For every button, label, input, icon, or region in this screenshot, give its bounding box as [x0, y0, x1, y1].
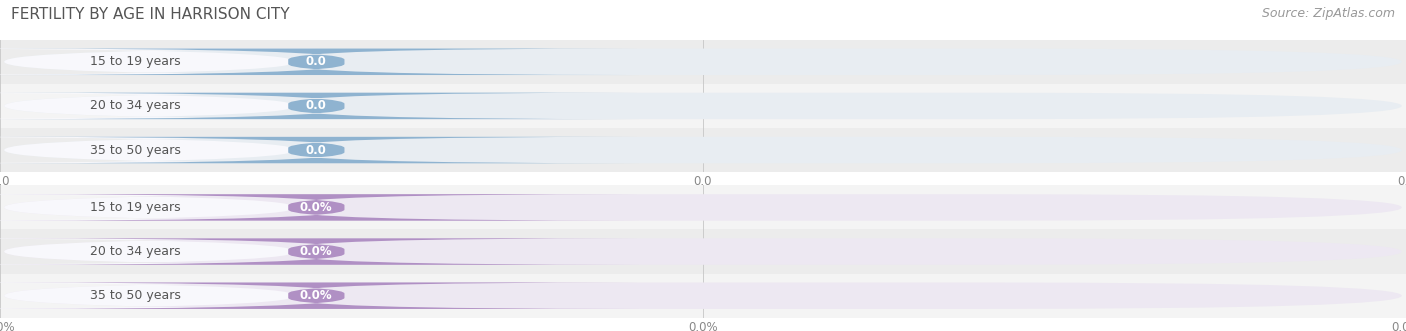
FancyBboxPatch shape	[0, 194, 640, 221]
FancyBboxPatch shape	[4, 137, 1402, 163]
FancyBboxPatch shape	[4, 194, 1402, 221]
Bar	[0, 40, 1406, 84]
FancyBboxPatch shape	[0, 93, 640, 119]
FancyBboxPatch shape	[0, 194, 426, 221]
FancyBboxPatch shape	[4, 93, 1402, 119]
Text: 35 to 50 years: 35 to 50 years	[90, 144, 181, 157]
FancyBboxPatch shape	[4, 238, 1402, 265]
Bar	[0, 128, 1406, 172]
Bar	[0, 185, 1406, 229]
Bar	[0, 84, 1406, 128]
Bar	[0, 229, 1406, 274]
FancyBboxPatch shape	[0, 93, 426, 119]
Text: Source: ZipAtlas.com: Source: ZipAtlas.com	[1261, 7, 1395, 20]
Text: 20 to 34 years: 20 to 34 years	[90, 99, 181, 113]
Text: 0.0%: 0.0%	[299, 245, 332, 258]
Text: FERTILITY BY AGE IN HARRISON CITY: FERTILITY BY AGE IN HARRISON CITY	[11, 7, 290, 22]
FancyBboxPatch shape	[4, 49, 1402, 75]
Bar	[0, 274, 1406, 318]
FancyBboxPatch shape	[0, 238, 426, 265]
FancyBboxPatch shape	[0, 282, 640, 309]
FancyBboxPatch shape	[0, 137, 640, 163]
Text: 35 to 50 years: 35 to 50 years	[90, 289, 181, 302]
Text: 0.0: 0.0	[305, 144, 326, 157]
Text: 15 to 19 years: 15 to 19 years	[90, 55, 181, 68]
Text: 0.0%: 0.0%	[299, 201, 332, 214]
Text: 0.0: 0.0	[305, 55, 326, 68]
FancyBboxPatch shape	[0, 282, 426, 309]
Text: 0.0%: 0.0%	[299, 289, 332, 302]
FancyBboxPatch shape	[0, 49, 640, 75]
Text: 0.0: 0.0	[305, 99, 326, 113]
FancyBboxPatch shape	[0, 238, 640, 265]
FancyBboxPatch shape	[0, 49, 426, 75]
Text: 15 to 19 years: 15 to 19 years	[90, 201, 181, 214]
Text: 20 to 34 years: 20 to 34 years	[90, 245, 181, 258]
FancyBboxPatch shape	[4, 282, 1402, 309]
FancyBboxPatch shape	[0, 137, 426, 163]
